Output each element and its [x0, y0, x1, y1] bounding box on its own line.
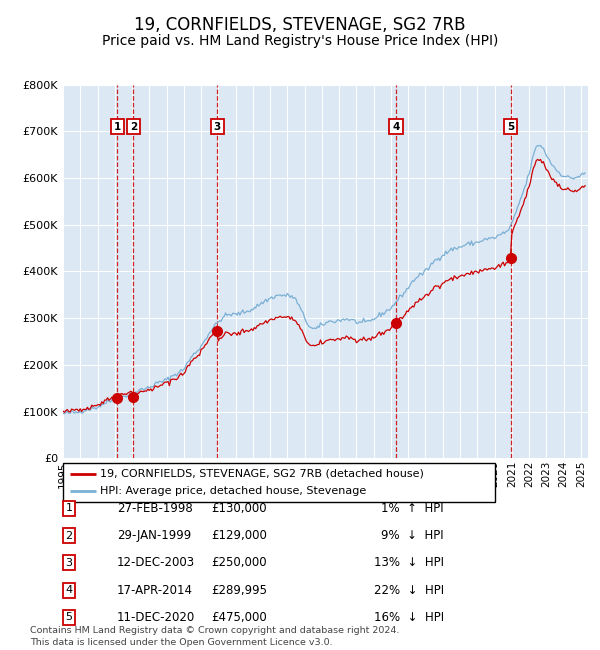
Text: 17-APR-2014: 17-APR-2014 — [117, 584, 193, 597]
Text: £289,995: £289,995 — [211, 584, 267, 597]
Text: £129,000: £129,000 — [211, 529, 267, 542]
Text: 22%  ↓  HPI: 22% ↓ HPI — [374, 584, 444, 597]
Text: 19, CORNFIELDS, STEVENAGE, SG2 7RB (detached house): 19, CORNFIELDS, STEVENAGE, SG2 7RB (deta… — [100, 469, 424, 478]
Text: 12-DEC-2003: 12-DEC-2003 — [117, 556, 195, 569]
Text: 19, CORNFIELDS, STEVENAGE, SG2 7RB: 19, CORNFIELDS, STEVENAGE, SG2 7RB — [134, 16, 466, 34]
Text: 5: 5 — [65, 612, 73, 623]
Text: 3: 3 — [65, 558, 73, 568]
Text: Price paid vs. HM Land Registry's House Price Index (HPI): Price paid vs. HM Land Registry's House … — [102, 34, 498, 48]
Text: 1: 1 — [114, 122, 121, 131]
Text: 4: 4 — [392, 122, 400, 131]
Text: 1%  ↑  HPI: 1% ↑ HPI — [382, 502, 444, 515]
Text: 3: 3 — [214, 122, 221, 131]
Text: Contains HM Land Registry data © Crown copyright and database right 2024.
This d: Contains HM Land Registry data © Crown c… — [30, 626, 400, 647]
Text: HPI: Average price, detached house, Stevenage: HPI: Average price, detached house, Stev… — [100, 486, 367, 496]
Text: £250,000: £250,000 — [211, 556, 267, 569]
Text: 2: 2 — [130, 122, 137, 131]
Text: 11-DEC-2020: 11-DEC-2020 — [117, 611, 195, 624]
Text: £130,000: £130,000 — [211, 502, 267, 515]
Text: 9%  ↓  HPI: 9% ↓ HPI — [382, 529, 444, 542]
Text: 4: 4 — [65, 585, 73, 595]
Text: 27-FEB-1998: 27-FEB-1998 — [117, 502, 193, 515]
Text: 2: 2 — [65, 530, 73, 541]
Text: 16%  ↓  HPI: 16% ↓ HPI — [374, 611, 444, 624]
Text: 13%  ↓  HPI: 13% ↓ HPI — [374, 556, 444, 569]
Text: 5: 5 — [507, 122, 514, 131]
Text: 1: 1 — [65, 503, 73, 514]
Text: £475,000: £475,000 — [211, 611, 267, 624]
Text: 29-JAN-1999: 29-JAN-1999 — [117, 529, 191, 542]
